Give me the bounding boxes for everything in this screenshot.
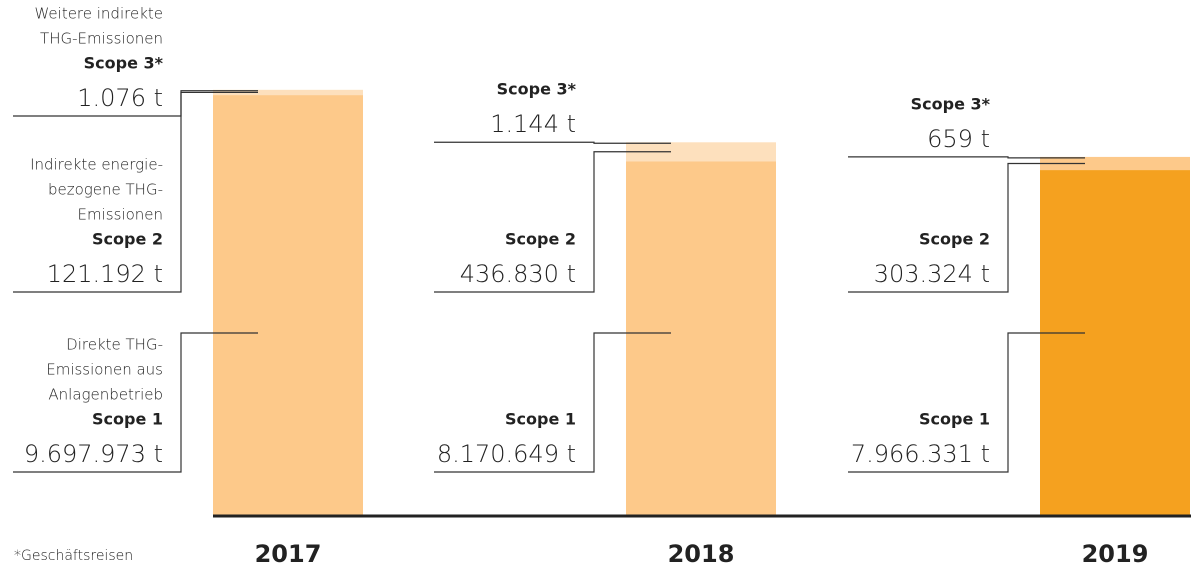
leader-line [434,151,671,293]
value-label: 303.324 t [874,260,990,288]
series-name: Scope 1 [919,410,990,429]
x-tick-label: 2018 [668,540,735,568]
series-description: THG-Emissionen [40,30,163,48]
x-tick-label: 2017 [255,540,322,568]
series-description: Anlagenbetrieb [48,386,163,404]
leader-line [434,332,671,473]
series-name: Scope 3* [911,94,991,113]
value-label: 7.966.331 t [851,440,990,468]
value-label: 1.144 t [490,110,576,138]
series-description: bezogene THG- [48,181,163,199]
value-label: 121.192 t [47,260,163,288]
value-label: 1.076 t [77,84,163,112]
leader-line [848,332,1085,473]
series-name: Scope 2 [92,230,163,249]
bar-segment [213,95,363,516]
series-description: Emissionen aus [46,361,163,379]
series-name: Scope 1 [505,410,576,429]
series-description: Direkte THG- [66,336,163,354]
bar-segment [1040,170,1190,515]
leader-line [848,156,1085,159]
footnote: *Geschäftsreisen [14,548,133,564]
leader-line [13,332,258,473]
bar-segment [213,89,363,96]
series-name: Scope 1 [92,410,163,429]
series-description: Emissionen [78,206,163,224]
leader-line [434,141,671,144]
series-name: Scope 2 [505,230,576,249]
leader-line [13,90,258,117]
leader-line [13,91,258,293]
value-label: 9.697.973 t [24,440,163,468]
value-label: 659 t [927,125,990,153]
series-name: Scope 2 [919,230,990,249]
x-tick-label: 2019 [1082,540,1149,568]
leader-line [848,162,1085,293]
series-name: Scope 3* [84,54,164,73]
value-label: 8.170.649 t [437,440,576,468]
value-label: 436.830 t [460,260,576,288]
bar-segment [626,161,776,516]
bar-segment [626,142,776,162]
series-description: Weitere indirekte [34,5,163,23]
series-description: Indirekte energie- [30,156,163,174]
series-name: Scope 3* [497,80,577,99]
bar-segment [1040,156,1190,171]
